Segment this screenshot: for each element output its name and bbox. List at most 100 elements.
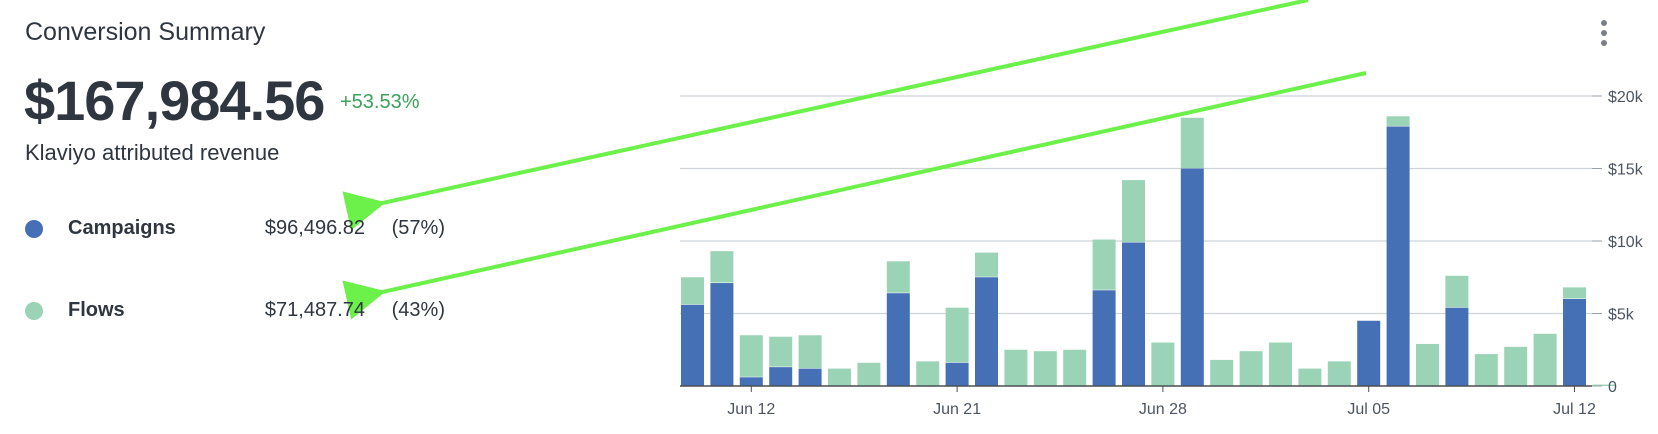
bar-campaigns[interactable] (886, 293, 910, 386)
bar-stack[interactable] (681, 277, 704, 386)
bar-stack[interactable] (1092, 239, 1116, 386)
bar-campaigns[interactable] (1092, 290, 1116, 386)
legend-row-campaigns: Campaigns $96,496.82 (57%) (25, 214, 445, 244)
x-tick-label: Jul 05 (1347, 401, 1390, 418)
bar-stack[interactable] (857, 362, 881, 386)
bar-stack[interactable] (1210, 359, 1234, 386)
bar-stack[interactable] (1122, 180, 1145, 386)
bar-stack[interactable] (886, 261, 910, 386)
bar-campaigns[interactable] (681, 304, 704, 386)
total-revenue: $167,984.56 (24, 69, 325, 132)
bar-stack[interactable] (1151, 342, 1175, 387)
bar-flows[interactable] (1210, 359, 1234, 386)
bar-campaigns[interactable] (1357, 320, 1381, 386)
bar-flows[interactable] (769, 336, 793, 367)
bar-stack[interactable] (1592, 384, 1616, 387)
bar-stack[interactable] (1533, 333, 1557, 386)
bar-flows[interactable] (739, 335, 763, 377)
bar-campaigns[interactable] (1445, 307, 1469, 386)
bar-stack[interactable] (1386, 116, 1410, 386)
bar-campaigns[interactable] (1180, 168, 1204, 387)
bar-flows[interactable] (1269, 342, 1292, 387)
bar-stack[interactable] (1474, 354, 1498, 386)
bar-stack[interactable] (798, 335, 822, 386)
bar-flows[interactable] (798, 335, 822, 369)
bar-stack[interactable] (1004, 349, 1028, 386)
annotation-arrow (342, 0, 1309, 231)
bar-stack[interactable] (710, 251, 734, 386)
bar-flows[interactable] (1033, 351, 1057, 386)
bar-stack[interactable] (1269, 342, 1292, 387)
bar-flows[interactable] (1445, 275, 1469, 308)
bar-flows[interactable] (1386, 116, 1410, 126)
bar-flows[interactable] (1092, 239, 1116, 290)
bar-flows[interactable] (1533, 333, 1557, 386)
bar-stack[interactable] (1180, 117, 1204, 387)
bar-stack[interactable] (828, 368, 851, 386)
bar-campaigns[interactable] (710, 283, 734, 386)
flows-dot-icon (25, 302, 43, 320)
legend-row-flows: Flows $71,487.74 (43%) (25, 296, 445, 326)
bar-stack[interactable] (1416, 343, 1439, 386)
bar-flows[interactable] (916, 361, 940, 386)
bar-flows[interactable] (945, 307, 969, 363)
bar-flows[interactable] (857, 362, 881, 386)
bar-stack[interactable] (1033, 351, 1057, 386)
bar-flows[interactable] (1180, 117, 1204, 168)
y-tick-label: $5k (1608, 307, 1635, 324)
revenue-label: Klaviyo attributed revenue (25, 140, 280, 165)
bar-stack[interactable] (1298, 368, 1322, 386)
bar-stack[interactable] (1445, 275, 1469, 386)
bar-flows[interactable] (1592, 384, 1616, 387)
bar-flows[interactable] (1474, 354, 1498, 386)
bar-campaigns[interactable] (769, 367, 793, 386)
bar-flows[interactable] (681, 277, 704, 305)
bar-flows[interactable] (1327, 361, 1351, 386)
bar-stack[interactable] (1504, 346, 1528, 386)
bar-flows[interactable] (1298, 368, 1322, 386)
bar-flows[interactable] (1504, 346, 1528, 386)
bar-flows[interactable] (1416, 343, 1439, 386)
bar-campaigns[interactable] (1563, 299, 1586, 386)
bar-flows[interactable] (828, 368, 851, 386)
bar-campaigns[interactable] (798, 368, 822, 386)
bar-stack[interactable] (769, 336, 793, 386)
bar-flows[interactable] (1004, 349, 1028, 386)
x-tick-label: Jun 21 (933, 401, 981, 418)
bar-flows[interactable] (1151, 342, 1175, 387)
bar-flows[interactable] (886, 261, 910, 293)
y-tick-label: $20k (1608, 89, 1644, 106)
x-tick-label: Jul 12 (1553, 401, 1596, 418)
bar-flows[interactable] (710, 251, 734, 283)
bar-flows[interactable] (1063, 349, 1087, 386)
bar-stack[interactable] (1239, 351, 1263, 386)
bar-campaigns[interactable] (975, 277, 998, 386)
legend-percent: (57%) (391, 217, 445, 239)
bar-campaigns[interactable] (1122, 242, 1145, 386)
bar-stack[interactable] (916, 361, 940, 386)
legend-name: Campaigns (68, 217, 176, 239)
bar-flows[interactable] (1122, 180, 1145, 242)
x-tick-label: Jun 12 (727, 401, 775, 418)
bar-flows[interactable] (975, 252, 998, 277)
bar-campaigns[interactable] (739, 377, 763, 386)
bar-campaigns[interactable] (1386, 126, 1410, 386)
y-tick-label: $15k (1608, 162, 1644, 179)
legend-amount: $96,496.82 (264, 217, 365, 239)
bar-stack[interactable] (975, 252, 998, 386)
legend-amount: $71,487.74 (264, 299, 365, 321)
bar-campaigns[interactable] (945, 362, 969, 386)
bar-stack[interactable] (1327, 361, 1351, 386)
kebab-menu-icon[interactable] (1596, 18, 1612, 48)
bar-flows[interactable] (1563, 287, 1586, 299)
bar-stack[interactable] (1063, 349, 1087, 386)
bar-stack[interactable] (1563, 287, 1586, 386)
legend-percent: (43%) (391, 299, 445, 321)
legend-name: Flows (68, 299, 125, 321)
bar-stack[interactable] (739, 335, 763, 386)
menu-dot (1601, 40, 1607, 46)
bar-stack[interactable] (945, 307, 969, 386)
bar-flows[interactable] (1239, 351, 1263, 386)
bar-stack[interactable] (1357, 320, 1381, 386)
